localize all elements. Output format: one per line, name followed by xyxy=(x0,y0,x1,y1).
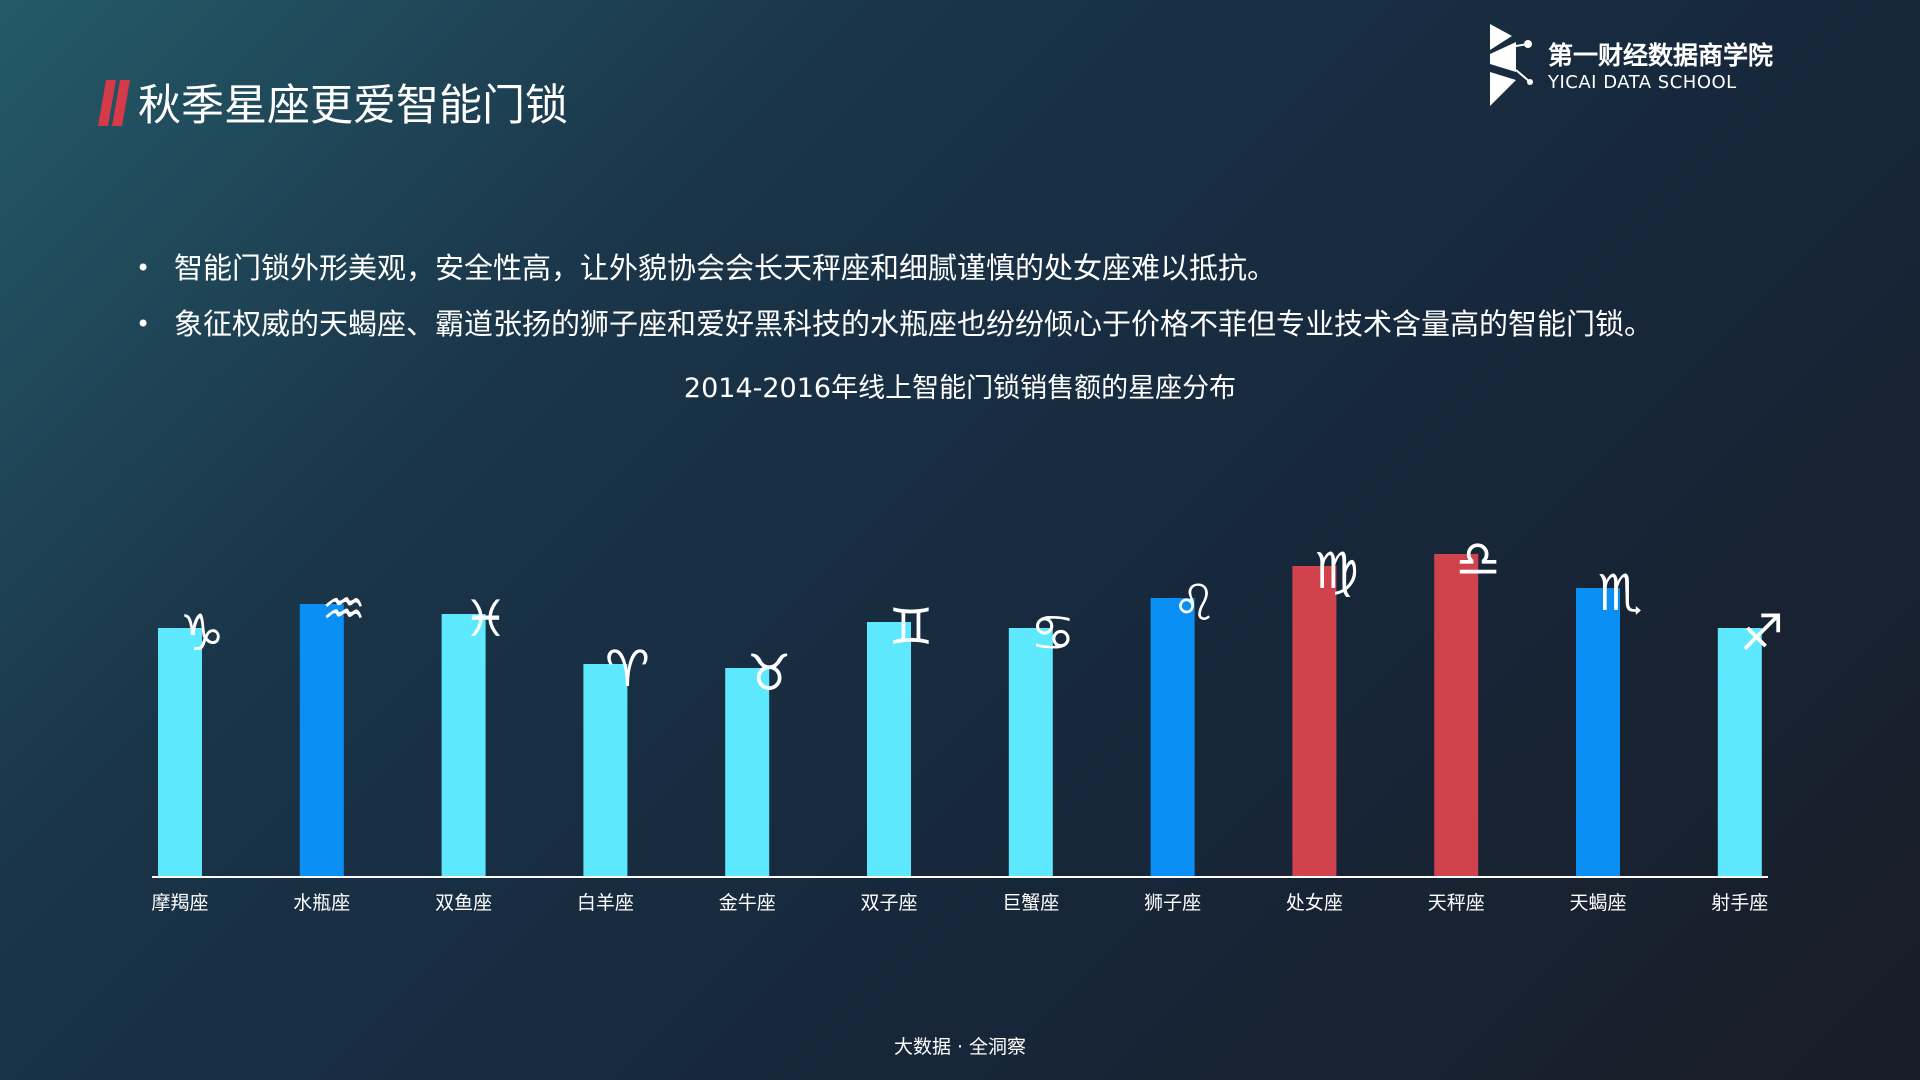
footer-slogan: 大数据 · 全洞察 xyxy=(893,1036,1027,1058)
zodiac-sign-icon: ♈ xyxy=(605,640,650,698)
category-label: 金牛座 xyxy=(719,892,776,914)
zodiac-sign-icon: ♎ xyxy=(1456,530,1501,588)
category-label: 巨蟹座 xyxy=(1002,892,1059,914)
bar-11 xyxy=(1717,628,1762,876)
bar-5 xyxy=(867,622,911,876)
zodiac-sign-icon: ♓ xyxy=(463,590,508,648)
bullet-list: 智能门锁外形美观，安全性高，让外貌协会会长天秤座和细腻谨慎的处女座难以抵抗。 象… xyxy=(136,240,1653,352)
yicai-logo: 第一财经数据商学院 YICAI DATA SCHOOL xyxy=(1486,24,1786,108)
category-label: 白羊座 xyxy=(577,892,634,914)
category-label: 狮子座 xyxy=(1144,892,1201,914)
category-label: 天蝎座 xyxy=(1569,892,1626,914)
category-label: 天秤座 xyxy=(1428,892,1485,914)
zodiac-sign-icon: ♑ xyxy=(180,604,225,662)
zodiac-sign-icon: ♊ xyxy=(889,598,934,656)
page-title: 秋季星座更爱智能门锁 xyxy=(138,81,568,131)
bar-9 xyxy=(1434,554,1479,876)
zodiac-sign-icon: ♋ xyxy=(1030,604,1075,662)
bar-10 xyxy=(1576,588,1620,876)
bar-7 xyxy=(1150,598,1195,876)
category-label: 射手座 xyxy=(1711,892,1768,914)
zodiac-sign-icon: ♍ xyxy=(1314,542,1359,600)
chart-title: 2014-2016年线上智能门锁销售额的星座分布 xyxy=(683,373,1237,404)
logo-subtitle: YICAI DATA SCHOOL xyxy=(1548,72,1737,93)
category-label: 摩羯座 xyxy=(151,892,208,914)
zodiac-sign-icon: ♐ xyxy=(1739,604,1784,662)
zodiac-sign-icon: ♉ xyxy=(747,644,792,702)
zodiac-sign-icon: ♒ xyxy=(321,580,366,638)
bullet-item: 智能门锁外形美观，安全性高，让外貌协会会长天秤座和细腻谨慎的处女座难以抵抗。 xyxy=(136,240,1653,296)
title-accent-icon xyxy=(98,80,130,126)
category-label: 水瓶座 xyxy=(293,892,350,914)
category-label: 双鱼座 xyxy=(435,892,492,914)
bar-3 xyxy=(583,664,628,876)
bar-1 xyxy=(299,604,344,876)
zodiac-sign-icon: ♌ xyxy=(1172,574,1217,632)
bar-6 xyxy=(1008,628,1053,876)
bar-4 xyxy=(725,668,770,876)
bullet-item: 象征权威的天蝎座、霸道张扬的狮子座和爱好黑科技的水瓶座也纷纷倾心于价格不菲但专业… xyxy=(136,296,1653,352)
yicai-logo-icon xyxy=(1490,24,1533,106)
logo-name: 第一财经数据商学院 xyxy=(1548,41,1774,70)
bar-0 xyxy=(158,628,202,876)
bar-8 xyxy=(1292,566,1337,876)
category-label: 处女座 xyxy=(1286,892,1343,914)
category-label: 双子座 xyxy=(860,892,917,914)
zodiac-sign-icon: ♏ xyxy=(1598,564,1643,622)
bar-2 xyxy=(441,614,486,876)
